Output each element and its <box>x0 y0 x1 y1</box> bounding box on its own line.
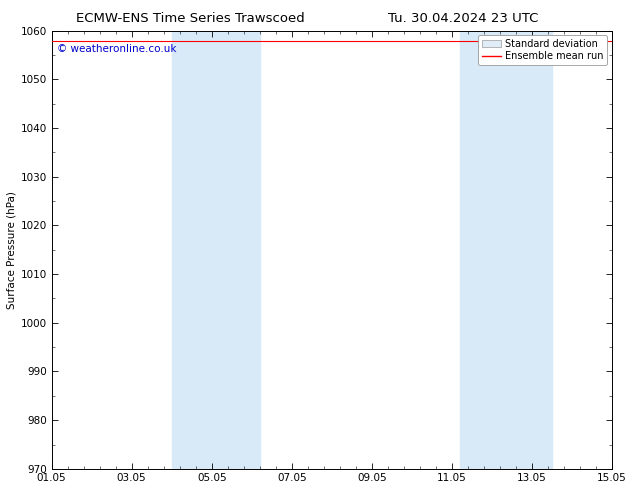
Legend: Standard deviation, Ensemble mean run: Standard deviation, Ensemble mean run <box>477 35 607 65</box>
Text: © weatheronline.co.uk: © weatheronline.co.uk <box>57 44 177 54</box>
Bar <box>172 30 260 469</box>
Text: Tu. 30.04.2024 23 UTC: Tu. 30.04.2024 23 UTC <box>387 12 538 25</box>
Text: ECMW-ENS Time Series Trawscoed: ECMW-ENS Time Series Trawscoed <box>76 12 304 25</box>
Y-axis label: Surface Pressure (hPa): Surface Pressure (hPa) <box>7 191 17 309</box>
Bar <box>460 30 552 469</box>
